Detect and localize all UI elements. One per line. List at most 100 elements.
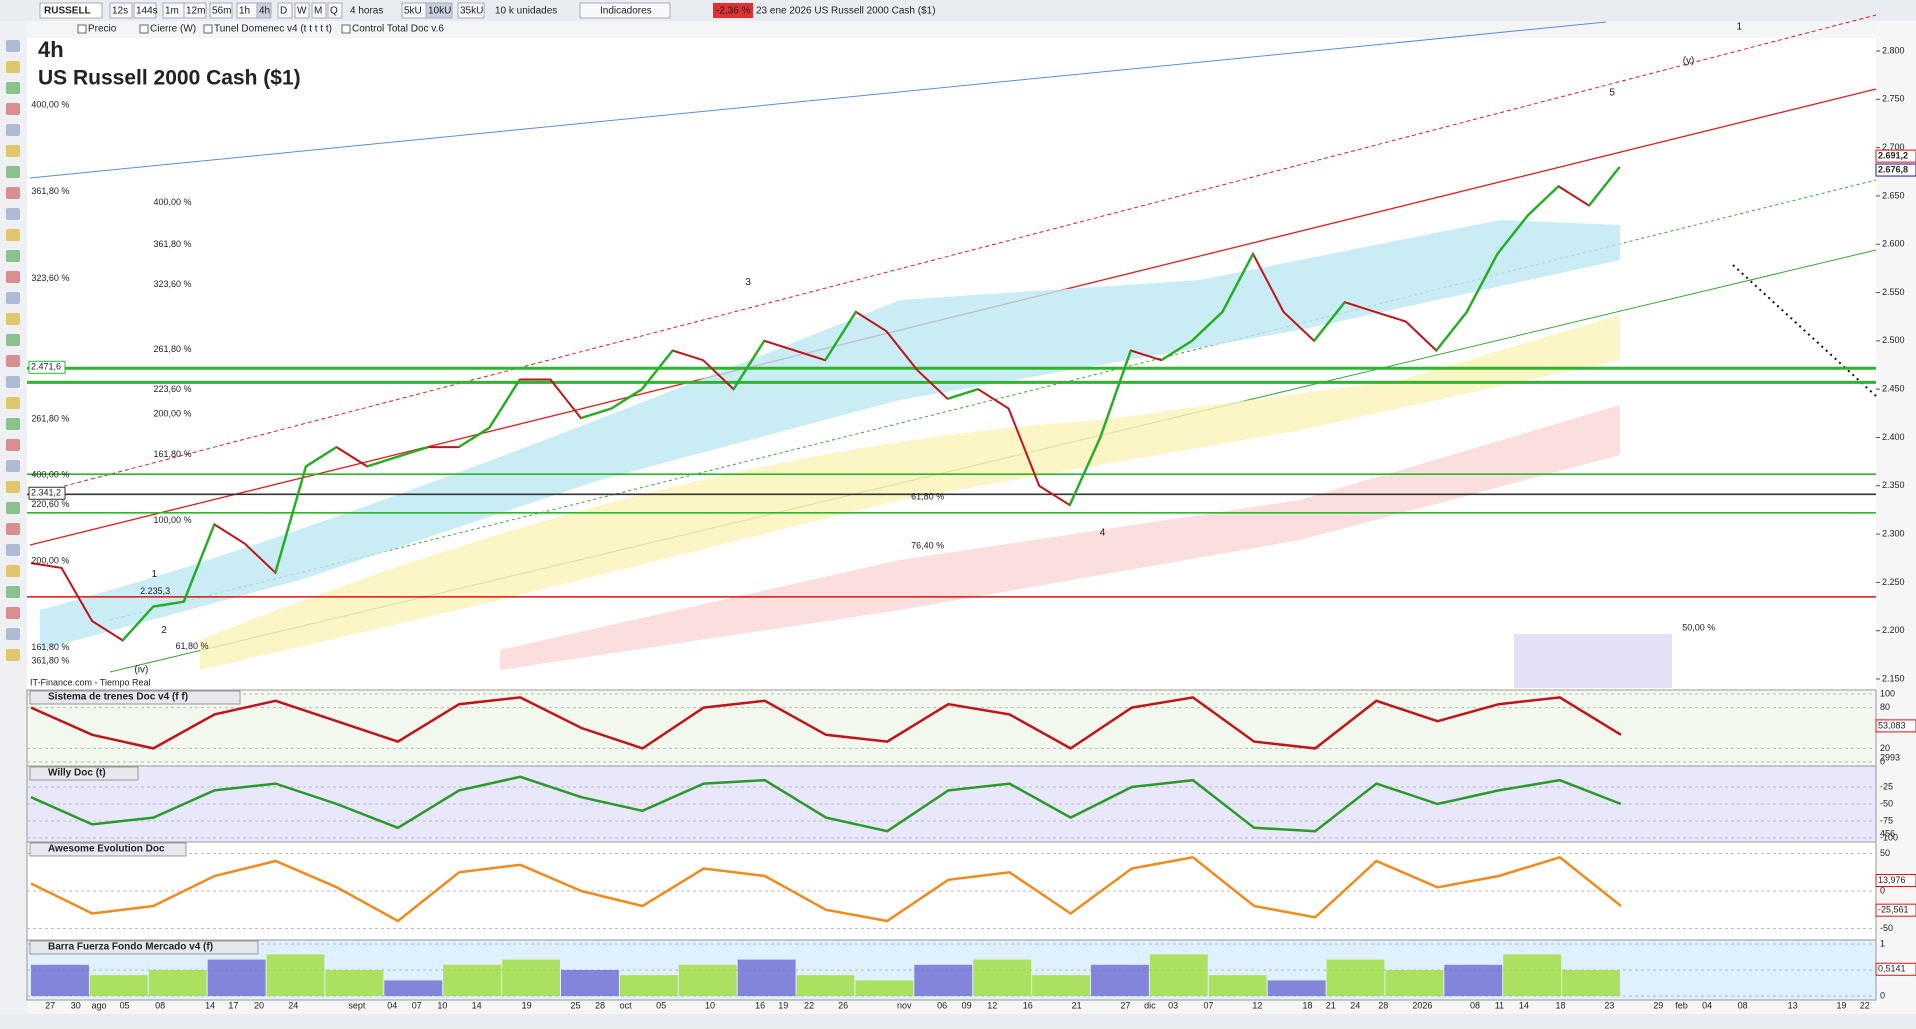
tool-icon[interactable] [6, 124, 20, 136]
period-button[interactable] [294, 2, 310, 19]
unit-label[interactable]: 10kU [428, 6, 451, 17]
timeframe[interactable]: 4 horas [350, 6, 383, 17]
x-tick-label: 18 [1303, 1000, 1313, 1010]
trend-line [29, 21, 1607, 179]
wave-label: 1 [1736, 22, 1742, 33]
up-segment [153, 600, 184, 608]
tool-icon[interactable] [6, 40, 20, 52]
tool-icon[interactable] [6, 250, 20, 262]
tool-icon[interactable] [6, 313, 20, 325]
up-segment [1588, 166, 1621, 207]
wave-label: (y) [1683, 56, 1695, 67]
period-label[interactable]: 12m [186, 6, 205, 17]
tool-icon[interactable] [6, 523, 20, 535]
force-bar [89, 975, 148, 996]
oscillator [30, 855, 1622, 923]
tab[interactable]: Cierre (W) [150, 24, 196, 35]
fib-label: 400,00 % [31, 470, 69, 480]
force-bar [619, 975, 678, 996]
tool-icon[interactable] [6, 82, 20, 94]
tool-icon[interactable] [6, 187, 20, 199]
symbol[interactable]: RUSSELL [44, 6, 91, 17]
unit-label[interactable]: 35kU [460, 6, 483, 17]
tool-icon[interactable] [6, 565, 20, 577]
x-tick-label: 2026 [1412, 1000, 1432, 1010]
tool-icon[interactable] [6, 607, 20, 619]
level-label: 2.341,2 [31, 488, 61, 498]
tool-icon[interactable] [6, 460, 20, 472]
unit-select[interactable]: 10 k unidades [495, 6, 557, 17]
wave-label: 2 [161, 625, 167, 636]
tool-icon[interactable] [6, 334, 20, 346]
panel-title: Willy Doc (t) [48, 768, 106, 779]
tool-icon[interactable] [6, 103, 20, 115]
tab-check[interactable] [77, 24, 87, 34]
panel-tick-label: -75 [1880, 815, 1893, 825]
x-tick-label: 12 [1252, 1000, 1262, 1010]
tool-icon[interactable] [6, 376, 20, 388]
tool-icon[interactable] [6, 208, 20, 220]
x-tick-label: 10 [705, 1000, 715, 1010]
tool-icon[interactable] [6, 229, 20, 241]
period-button[interactable] [133, 2, 157, 19]
tab[interactable]: Tunel Domenec v4 (t t t t t) [214, 24, 332, 35]
unit-label[interactable]: 5kU [404, 6, 422, 17]
tool-icon[interactable] [6, 481, 20, 493]
force-bar [1208, 975, 1267, 996]
x-tick-label: ago [91, 1000, 106, 1010]
tool-icon[interactable] [6, 544, 20, 556]
x-tick-label: 11 [1495, 1000, 1504, 1010]
ma-band [200, 315, 1620, 670]
period-label[interactable]: 56m [212, 6, 231, 17]
indicators-button[interactable] [579, 2, 671, 19]
tool-icon[interactable] [6, 649, 20, 661]
symbol-box[interactable] [39, 2, 103, 19]
tool-icon[interactable] [6, 166, 20, 178]
period-label[interactable]: 4h [259, 6, 270, 17]
fib-label: 200,00 % [31, 555, 69, 565]
tool-icon[interactable] [6, 292, 20, 304]
tab[interactable]: Precio [88, 24, 117, 35]
period-label[interactable]: M [314, 6, 322, 17]
force-bar [561, 970, 619, 996]
tool-icon[interactable] [6, 628, 20, 640]
period-label[interactable]: 144s [136, 6, 158, 17]
tool-icon[interactable] [6, 271, 20, 283]
tool-icon[interactable] [6, 397, 20, 409]
up-segment [1068, 436, 1102, 506]
tool-icon[interactable] [6, 586, 20, 598]
unit-button[interactable] [425, 2, 453, 19]
tab-check[interactable] [203, 24, 213, 34]
period-button[interactable] [327, 2, 343, 19]
period-button[interactable] [311, 2, 327, 19]
fib-label: 61,80 % [176, 641, 209, 651]
y-tick-label: 2.550 [1882, 287, 1905, 297]
period-button[interactable] [277, 2, 293, 19]
panel-header [29, 842, 187, 857]
period-label[interactable]: 1m [165, 6, 179, 17]
tool-icon[interactable] [6, 439, 20, 451]
y-tick-label: 2.700 [1882, 142, 1905, 152]
period-label[interactable]: 1h [239, 6, 250, 17]
tool-icon[interactable] [6, 502, 20, 514]
y-tick-label: 2.800 [1882, 45, 1905, 55]
period-label[interactable]: W [297, 6, 307, 17]
unit-button[interactable] [457, 2, 485, 19]
period-label[interactable]: 12s [112, 6, 128, 17]
period-button[interactable] [209, 2, 233, 19]
tool-icon[interactable] [6, 418, 20, 430]
period-label[interactable]: Q [330, 6, 338, 17]
fib-label: 361,80 % [31, 186, 69, 196]
tool-icon[interactable] [6, 61, 20, 73]
tool-icon[interactable] [6, 355, 20, 367]
period-button[interactable] [256, 2, 272, 19]
tab-check[interactable] [341, 24, 351, 34]
tab[interactable]: Control Total Doc v.6 [352, 24, 444, 35]
period-button[interactable] [109, 2, 133, 19]
indicators[interactable]: Indicadores [600, 6, 652, 17]
period-button[interactable] [183, 2, 207, 19]
period-label[interactable]: D [280, 6, 287, 17]
tool-icon[interactable] [6, 145, 20, 157]
tab-check[interactable] [139, 24, 149, 34]
